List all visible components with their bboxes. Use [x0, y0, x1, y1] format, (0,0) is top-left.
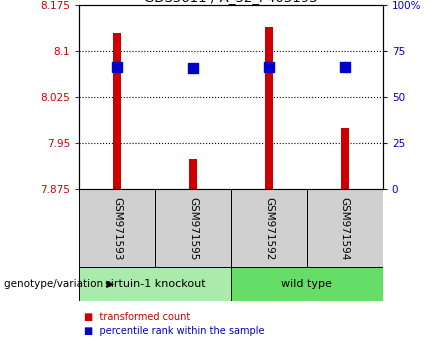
Bar	[265, 27, 273, 189]
Point	[341, 64, 348, 69]
Point	[190, 65, 197, 71]
Point	[114, 64, 121, 69]
Bar	[114, 33, 121, 189]
Bar	[79, 189, 155, 267]
Bar	[231, 189, 307, 267]
Text: GSM971594: GSM971594	[340, 196, 350, 260]
Text: GSM971592: GSM971592	[264, 196, 274, 260]
Text: sirtuin-1 knockout: sirtuin-1 knockout	[105, 279, 205, 289]
Text: wild type: wild type	[282, 279, 332, 289]
Bar	[231, 267, 383, 301]
Bar	[341, 128, 348, 189]
Text: genotype/variation ▶: genotype/variation ▶	[4, 279, 115, 289]
Point	[265, 64, 272, 69]
Bar	[155, 189, 231, 267]
Text: GSM971595: GSM971595	[188, 196, 198, 260]
Title: GDS5611 / A_52_P405193: GDS5611 / A_52_P405193	[144, 0, 318, 4]
Text: GSM971593: GSM971593	[112, 196, 122, 260]
Bar	[189, 159, 197, 189]
Bar	[307, 189, 383, 267]
Bar	[79, 267, 231, 301]
Text: ■  percentile rank within the sample: ■ percentile rank within the sample	[84, 326, 264, 336]
Text: ■  transformed count: ■ transformed count	[84, 312, 190, 322]
